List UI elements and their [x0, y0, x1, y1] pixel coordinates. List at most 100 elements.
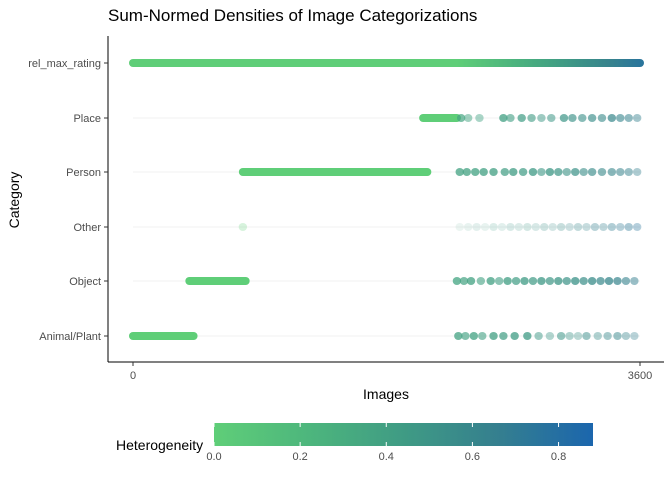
data-point-person	[597, 168, 607, 176]
data-point-object	[596, 277, 605, 285]
data-point-animal-plant	[523, 332, 532, 340]
data-point-other	[599, 223, 608, 231]
data-point-person	[528, 168, 538, 176]
data-point-animal-plant	[499, 332, 508, 340]
data-point-object	[621, 277, 631, 285]
data-point-animal-plant	[573, 332, 583, 340]
data-point-other	[523, 223, 532, 231]
data-point-other	[540, 223, 549, 231]
series-person	[238, 168, 642, 176]
data-point-animal-plant	[469, 332, 479, 340]
series-other	[238, 223, 642, 231]
data-point-other	[590, 223, 600, 231]
data-point-person	[616, 168, 625, 176]
data-point-object	[613, 277, 622, 285]
data-point-person	[624, 168, 633, 176]
data-point-place	[537, 114, 546, 122]
data-point-animal-plant	[534, 332, 543, 340]
legend-colorbar	[214, 423, 593, 446]
x-axis-title: Images	[363, 386, 409, 402]
data-point-animal-plant	[510, 332, 519, 340]
data-point-place	[559, 114, 569, 122]
legend-tick-label: 0.8	[551, 451, 566, 463]
data-point-other	[497, 223, 507, 231]
data-point-person	[500, 168, 509, 176]
data-point-other	[632, 223, 642, 231]
y-tick-label: rel_max_rating	[28, 58, 101, 70]
data-point-person	[562, 168, 571, 176]
data-point-person	[489, 168, 498, 176]
data-point-animal-plant	[556, 332, 566, 340]
legend-tick-label: 0.0	[206, 451, 221, 463]
axis-layer: Animal/Plant Object Other Person Place rel_ma…	[28, 36, 664, 382]
data-point-object	[494, 277, 504, 285]
data-point-animal-plant	[630, 332, 639, 340]
data-point-other	[607, 223, 617, 231]
data-point-other	[489, 223, 498, 231]
data-point-place	[568, 114, 577, 122]
data-point-object	[579, 277, 588, 285]
data-point-person	[455, 168, 464, 176]
data-point-person	[471, 168, 480, 176]
legend-title: Heterogeneity	[116, 437, 203, 453]
data-point-place	[587, 114, 597, 122]
data-point-animal-plant	[454, 332, 463, 340]
y-tick-label: Object	[69, 276, 101, 288]
chart-title: Sum-Normed Densities of Image Categoriza…	[108, 6, 477, 25]
legend-tick-label: 0.6	[465, 451, 480, 463]
data-point-animal-plant	[613, 332, 622, 340]
data-point-object	[571, 277, 580, 285]
y-tick-label: Animal/Plant	[39, 331, 101, 343]
data-point-object	[545, 277, 555, 285]
y-tick-label: Other	[73, 222, 101, 234]
data-point-place	[506, 114, 515, 122]
data-point-place	[547, 114, 556, 122]
data-point-object	[511, 277, 521, 285]
data-point-animal-plant	[461, 332, 470, 340]
data-point-other	[556, 223, 566, 231]
data-point-other	[480, 223, 490, 231]
data-point-person	[607, 168, 617, 176]
data-point-object	[587, 277, 597, 285]
y-tick-label: Person	[66, 167, 101, 179]
data-point-object	[486, 277, 495, 285]
x-tick-label: 3600	[628, 370, 652, 382]
x-tick-label: 0	[130, 370, 136, 382]
data-point-person	[462, 168, 471, 176]
data-point-other	[573, 223, 583, 231]
data-point-object	[537, 277, 546, 285]
data-point-other	[548, 223, 557, 231]
data-point-other	[506, 223, 515, 231]
data-point-person	[579, 168, 588, 176]
data-point-person	[545, 168, 555, 176]
series-object	[185, 277, 639, 285]
data-point-object	[630, 277, 639, 285]
data-point-other	[455, 223, 464, 231]
data-point-animal-plant	[545, 332, 555, 340]
data-point-object	[459, 277, 469, 285]
data-point-object	[528, 277, 538, 285]
data-point-person	[479, 168, 488, 176]
data-point-other	[531, 223, 540, 231]
data-point-other	[616, 223, 625, 231]
data-point-object	[503, 277, 512, 285]
data-point-other	[472, 223, 481, 231]
data-point-place	[597, 114, 607, 122]
data-point-person	[587, 168, 597, 176]
data-point-place	[463, 114, 473, 122]
legend-tick-label: 0.4	[379, 451, 394, 463]
data-point-other	[514, 223, 524, 231]
data-point-place	[616, 114, 625, 122]
data-point-other	[565, 223, 574, 231]
marks-layer	[129, 59, 644, 340]
data-point-person	[518, 168, 528, 176]
data-point-animal-plant	[565, 332, 574, 340]
series-place	[419, 114, 642, 122]
data-point-animal-plant	[582, 332, 591, 340]
data-point-animal-plant	[489, 332, 498, 340]
data-point-place	[632, 114, 642, 122]
data-point-object	[554, 277, 563, 285]
data-point-place	[456, 114, 466, 122]
